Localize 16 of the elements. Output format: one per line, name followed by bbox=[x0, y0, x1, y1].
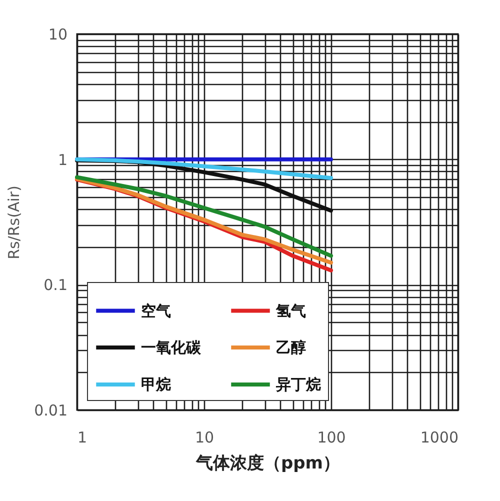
legend-label: 乙醇 bbox=[276, 338, 306, 356]
legend-label: 甲烷 bbox=[141, 376, 171, 394]
legend-label: 异丁烷 bbox=[275, 376, 321, 394]
legend-label: 氢气 bbox=[275, 302, 306, 320]
legend-label: 一氧化碳 bbox=[141, 338, 202, 356]
y-axis-title: Rs/Rs(Air) bbox=[5, 186, 24, 260]
y-tick-label: 0.01 bbox=[34, 402, 68, 420]
x-tick-label: 100 bbox=[317, 428, 346, 446]
y-tick-label: 0.1 bbox=[44, 276, 68, 294]
y-tick-label: 10 bbox=[48, 26, 68, 44]
y-tick-label: 1 bbox=[58, 150, 68, 169]
x-axis-title: 气体浓度（ppm） bbox=[194, 454, 340, 474]
x-tick-label: 1000 bbox=[420, 428, 458, 446]
x-tick-label: 1 bbox=[78, 428, 88, 446]
legend-label: 空气 bbox=[141, 302, 171, 320]
x-tick-label: 10 bbox=[194, 428, 214, 446]
